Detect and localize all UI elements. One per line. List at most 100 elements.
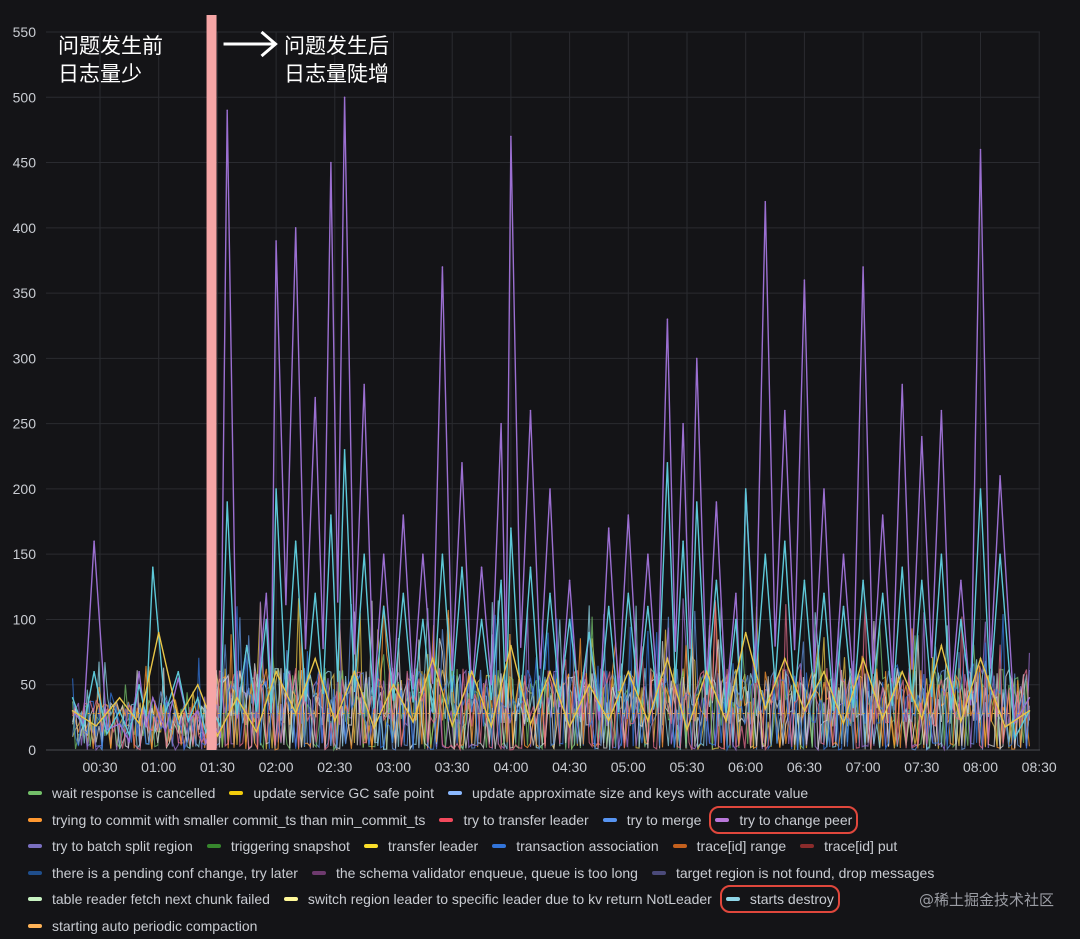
legend-row: starting auto periodic compaction xyxy=(28,913,1068,939)
legend-swatch xyxy=(715,818,729,822)
series-point xyxy=(716,501,718,503)
series-point xyxy=(275,488,277,490)
series-point xyxy=(843,553,845,555)
legend-item[interactable]: target region is not found, drop message… xyxy=(652,865,934,881)
legend-swatch xyxy=(448,791,462,795)
legend-label: target region is not found, drop message… xyxy=(676,865,934,881)
series-point xyxy=(901,566,903,568)
legend-label: there is a pending conf change, try late… xyxy=(52,865,298,881)
series-point xyxy=(93,671,95,673)
legend-item[interactable]: update approximate size and keys with ac… xyxy=(448,785,808,801)
legend-item[interactable]: trace[id] put xyxy=(800,838,897,854)
series-point xyxy=(266,619,268,621)
legend-item[interactable]: try to batch split region xyxy=(28,838,193,854)
x-tick-label: 06:00 xyxy=(728,759,763,775)
series-point xyxy=(510,136,512,138)
series-point xyxy=(530,410,532,412)
legend-item[interactable]: starts destroy xyxy=(726,891,834,907)
legend-swatch xyxy=(726,897,740,901)
series-point xyxy=(158,632,160,634)
legend-item[interactable]: wait response is cancelled xyxy=(28,785,215,801)
series-point xyxy=(1029,697,1031,699)
series-point xyxy=(823,671,825,673)
legend-swatch xyxy=(492,844,506,848)
legend-item[interactable]: table reader fetch next chunk failed xyxy=(28,891,270,907)
legend-swatch xyxy=(229,791,243,795)
legend-swatch xyxy=(364,844,378,848)
legend-item[interactable]: try to transfer leader xyxy=(439,812,588,828)
legend-item[interactable]: try to merge xyxy=(603,812,702,828)
series-point xyxy=(999,475,1001,477)
legend-item[interactable]: transfer leader xyxy=(364,838,478,854)
series-point xyxy=(197,710,199,712)
legend-item[interactable]: update service GC safe point xyxy=(229,785,434,801)
series-point xyxy=(510,645,512,647)
series-point xyxy=(500,579,502,581)
legend-swatch xyxy=(603,818,617,822)
x-tick-label: 05:00 xyxy=(611,759,646,775)
x-tick-label: 06:30 xyxy=(787,759,822,775)
series-point xyxy=(422,619,424,621)
legend-item[interactable]: switch region leader to specific leader … xyxy=(284,891,712,907)
series-point xyxy=(442,553,444,555)
series-point xyxy=(569,619,571,621)
legend-swatch xyxy=(673,844,687,848)
x-tick-label: 02:00 xyxy=(259,759,294,775)
x-tick-label: 03:30 xyxy=(435,759,470,775)
series-point xyxy=(72,710,74,712)
series-point xyxy=(901,384,903,386)
series-point xyxy=(226,501,228,503)
legend-label: update service GC safe point xyxy=(253,785,434,801)
series-point xyxy=(745,488,747,490)
y-tick-label: 150 xyxy=(13,546,37,562)
legend-swatch xyxy=(800,844,814,848)
x-tick-label: 05:30 xyxy=(669,759,704,775)
y-tick-label: 100 xyxy=(13,611,37,627)
y-tick-label: 50 xyxy=(20,677,36,693)
series-point xyxy=(330,514,332,516)
legend-item[interactable]: starting auto periodic compaction xyxy=(28,918,257,934)
series-point xyxy=(354,671,356,673)
series-point xyxy=(823,488,825,490)
series-point xyxy=(901,671,903,673)
legend-item[interactable]: try to change peer xyxy=(715,812,852,828)
series-point xyxy=(549,671,551,673)
y-tick-label: 250 xyxy=(13,416,37,432)
series-point xyxy=(363,553,365,555)
series-point xyxy=(481,619,483,621)
series-point xyxy=(275,671,277,673)
legend-item[interactable]: the schema validator enqueue, queue is t… xyxy=(312,865,638,881)
legend-row: there is a pending conf change, try late… xyxy=(28,860,1068,887)
legend-item[interactable]: trying to commit with smaller commit_ts … xyxy=(28,812,425,828)
series-point xyxy=(862,658,864,660)
series-point xyxy=(999,553,1001,555)
series-point xyxy=(628,593,630,595)
series-point xyxy=(608,606,610,608)
legend-row: try to batch split region triggering snap… xyxy=(28,833,1068,860)
series-point xyxy=(628,514,630,516)
legend-item[interactable]: triggering snapshot xyxy=(207,838,350,854)
series-point xyxy=(266,593,268,595)
series-point xyxy=(588,632,590,634)
series-point xyxy=(236,697,238,699)
series-point xyxy=(177,671,179,673)
legend-row: table reader fetch next chunk failed swit… xyxy=(28,886,1068,913)
annotation-after: 问题发生后 日志量陡增 xyxy=(284,32,389,88)
series-point xyxy=(330,162,332,164)
series-point xyxy=(941,410,943,412)
series-point xyxy=(138,671,140,673)
legend-item[interactable]: there is a pending conf change, try late… xyxy=(28,865,298,881)
legend-item[interactable]: transaction association xyxy=(492,838,658,854)
series-point xyxy=(530,566,532,568)
series-point xyxy=(275,240,277,242)
legend-item[interactable]: trace[id] range xyxy=(673,838,787,854)
legend-label: trying to commit with smaller commit_ts … xyxy=(52,812,425,828)
legend-swatch xyxy=(28,818,42,822)
series-point xyxy=(764,201,766,203)
series-point xyxy=(119,697,121,699)
series-point xyxy=(569,579,571,581)
x-tick-label: 04:00 xyxy=(493,759,528,775)
series-point xyxy=(735,593,737,595)
